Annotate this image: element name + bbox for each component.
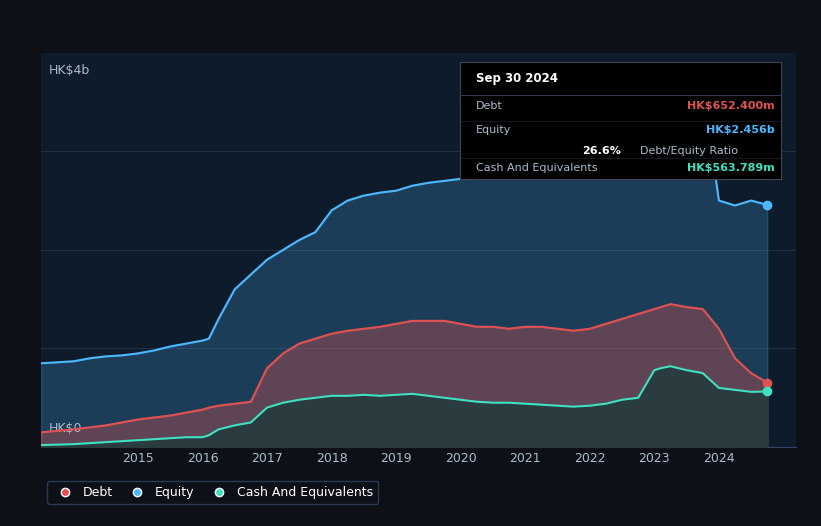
Text: HK$652.400m: HK$652.400m [687, 101, 775, 111]
Text: Debt/Equity Ratio: Debt/Equity Ratio [640, 146, 738, 156]
Text: 26.6%: 26.6% [582, 146, 621, 156]
Text: Equity: Equity [476, 125, 511, 135]
Legend: Debt, Equity, Cash And Equivalents: Debt, Equity, Cash And Equivalents [48, 481, 378, 504]
Text: HK$0: HK$0 [48, 422, 82, 436]
Text: Cash And Equivalents: Cash And Equivalents [476, 163, 598, 173]
Text: Sep 30 2024: Sep 30 2024 [476, 72, 558, 85]
Text: Debt: Debt [476, 101, 503, 111]
Text: HK$2.456b: HK$2.456b [706, 125, 775, 135]
Text: HK$563.789m: HK$563.789m [687, 163, 775, 173]
Text: HK$4b: HK$4b [48, 65, 89, 77]
